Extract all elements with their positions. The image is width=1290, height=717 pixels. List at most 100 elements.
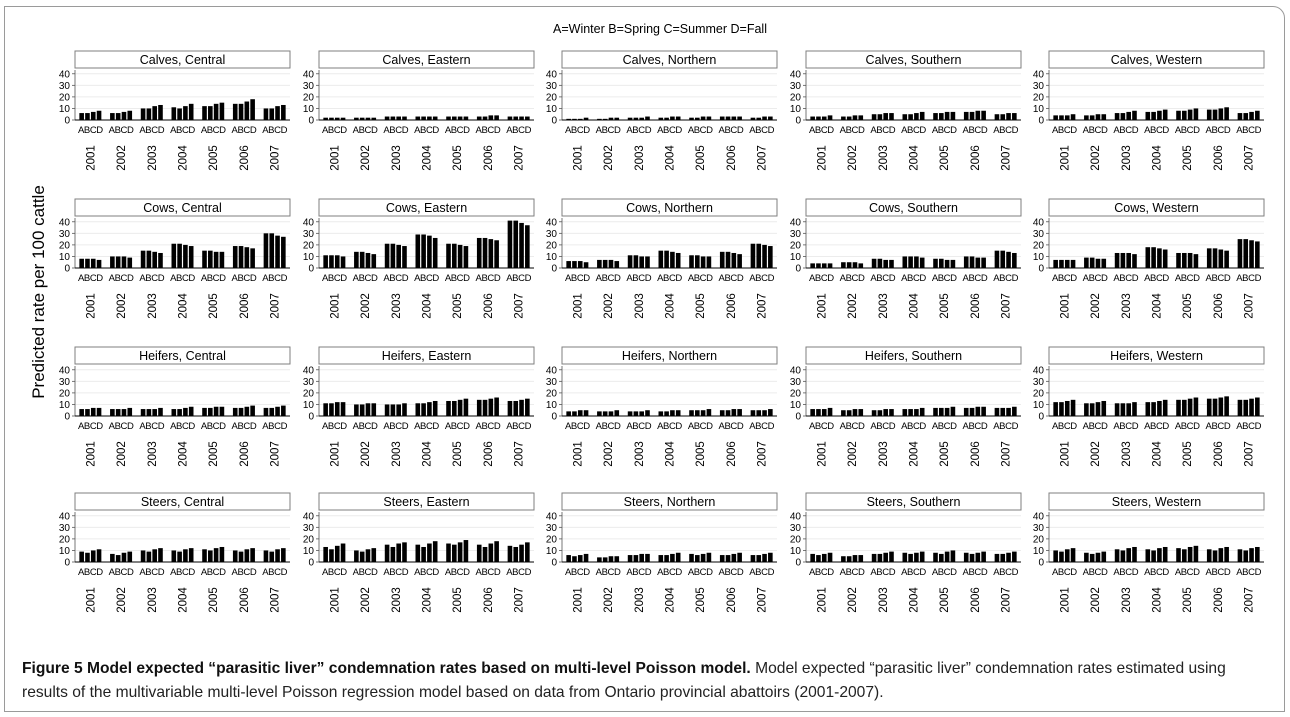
season-tick-label: ABCD — [840, 567, 865, 578]
bar — [1089, 403, 1095, 416]
y-tick-label: 0 — [308, 264, 314, 275]
bar — [219, 102, 225, 120]
y-tick-label: 0 — [64, 558, 70, 569]
year-tick-label: 2006 — [970, 145, 982, 171]
bar — [525, 398, 530, 416]
season-tick-label: ABCD — [322, 273, 347, 284]
bar — [183, 106, 188, 120]
bar — [457, 399, 463, 416]
caption-title: Figure 5 Model expected “parasitic liver… — [22, 660, 751, 677]
bar — [519, 399, 524, 416]
year-tick-label: 2006 — [239, 293, 251, 319]
bar — [482, 399, 488, 416]
season-tick-label: ABCD — [809, 125, 834, 136]
y-tick-label: 0 — [1038, 412, 1044, 423]
bar — [689, 255, 694, 268]
bar — [1101, 551, 1107, 562]
bar — [90, 258, 96, 268]
bar — [762, 244, 767, 268]
bar — [627, 117, 633, 120]
bar — [1162, 249, 1168, 268]
y-tick-label: 40 — [303, 69, 315, 80]
bar — [1157, 248, 1162, 268]
bar — [639, 411, 644, 416]
bar — [1224, 546, 1229, 562]
year-tick-label: 2003 — [1121, 145, 1133, 171]
season-tick-label: ABCD — [1236, 567, 1261, 578]
y-tick-label: 40 — [1033, 69, 1045, 80]
season-tick-label: ABCD — [870, 273, 895, 284]
year-tick-label: 2002 — [603, 441, 615, 467]
bar — [1193, 397, 1199, 416]
y-tick-label: 0 — [795, 412, 801, 423]
panel-strip — [1048, 198, 1265, 217]
season-tick-label: ABCD — [353, 273, 378, 284]
bar — [427, 116, 432, 120]
bar — [121, 409, 127, 416]
bar — [566, 555, 571, 562]
bar — [841, 556, 846, 562]
bar — [889, 409, 894, 416]
year-tick-label: 2001 — [572, 587, 584, 613]
bar — [583, 262, 589, 268]
y-tick-label: 30 — [59, 81, 71, 92]
bar — [1162, 109, 1168, 120]
bar — [939, 113, 944, 120]
bar — [670, 553, 675, 562]
year-tick-label: 2005 — [939, 293, 951, 319]
bar — [452, 116, 457, 120]
year-tick-label: 2003 — [634, 293, 646, 319]
season-tick-label: ABCD — [596, 125, 621, 136]
bar — [1187, 252, 1193, 268]
season-tick-label: ABCD — [506, 421, 531, 432]
bar — [152, 106, 157, 120]
bar — [944, 111, 950, 120]
year-tick-label: 2007 — [1244, 293, 1256, 319]
year-tick-label: 2001 — [1059, 441, 1071, 467]
bar — [359, 251, 365, 268]
year-tick-label: 2006 — [1213, 587, 1225, 613]
bar — [171, 550, 177, 562]
bar — [1070, 259, 1076, 268]
panel-title: Calves, Central — [140, 53, 225, 67]
bar — [597, 557, 602, 562]
bar — [476, 237, 482, 268]
year-tick-label: 2001 — [1059, 145, 1071, 171]
bar — [908, 114, 913, 120]
season-tick-label: ABCD — [719, 273, 744, 284]
y-tick-label: 30 — [1033, 229, 1045, 240]
bar — [675, 552, 681, 562]
bar — [950, 111, 956, 120]
bar — [700, 256, 706, 268]
y-tick-label: 0 — [795, 558, 801, 569]
bar — [365, 549, 371, 562]
bar — [852, 555, 858, 562]
season-tick-label: ABCD — [901, 567, 926, 578]
bar — [384, 544, 390, 562]
bar — [365, 252, 371, 268]
bar — [633, 255, 639, 268]
panel-strip — [74, 492, 291, 511]
season-tick-label: ABCD — [1052, 567, 1077, 578]
bar — [658, 250, 664, 268]
year-tick-label: 2005 — [208, 145, 220, 171]
season-tick-label: ABCD — [1052, 125, 1077, 136]
bar — [250, 99, 255, 120]
season-tick-label: ABCD — [445, 125, 470, 136]
bar — [463, 398, 469, 416]
season-tick-label: ABCD — [963, 273, 988, 284]
bar — [188, 548, 194, 562]
year-tick-label: 2005 — [695, 145, 707, 171]
year-tick-label: 2006 — [726, 587, 738, 613]
y-tick-label: 40 — [59, 511, 71, 522]
y-tick-label: 10 — [790, 400, 802, 411]
y-tick-label: 20 — [546, 388, 558, 399]
year-tick-label: 2007 — [514, 145, 526, 171]
year-tick-label: 2005 — [208, 441, 220, 467]
bar — [1084, 403, 1089, 416]
bar — [1064, 259, 1070, 268]
season-tick-label: ABCD — [1083, 273, 1108, 284]
bar — [810, 263, 815, 268]
